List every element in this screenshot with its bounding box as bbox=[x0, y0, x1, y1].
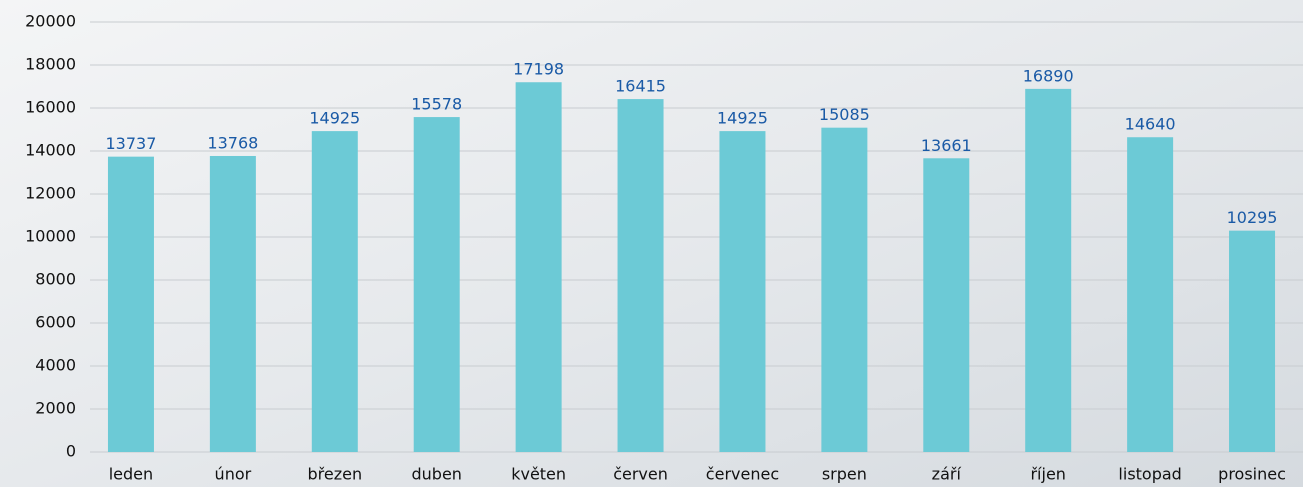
x-tick-label: duben bbox=[411, 465, 461, 484]
data-label: 14925 bbox=[717, 109, 768, 128]
bar bbox=[515, 82, 562, 453]
y-tick-label: 8000 bbox=[35, 270, 76, 289]
x-tick-label: únor bbox=[215, 465, 252, 484]
data-label: 15578 bbox=[411, 95, 462, 114]
y-tick-label: 16000 bbox=[25, 98, 76, 117]
x-tick-label: červen bbox=[613, 465, 668, 484]
x-tick-label: listopad bbox=[1118, 465, 1181, 484]
x-tick-label: říjen bbox=[1030, 465, 1065, 484]
bar bbox=[821, 127, 868, 453]
data-label: 10295 bbox=[1227, 208, 1278, 227]
data-label: 13768 bbox=[207, 133, 258, 152]
bar bbox=[209, 155, 256, 452]
y-tick-label: 10000 bbox=[25, 227, 76, 246]
x-tick-label: září bbox=[932, 465, 962, 484]
bar bbox=[107, 156, 154, 453]
y-tick-label: 4000 bbox=[35, 356, 76, 375]
bar bbox=[413, 117, 460, 452]
data-label: 16890 bbox=[1023, 66, 1074, 85]
data-label: 13661 bbox=[921, 136, 972, 155]
y-tick-label: 12000 bbox=[25, 184, 76, 203]
bar bbox=[1229, 230, 1276, 452]
y-tick-label: 2000 bbox=[35, 399, 76, 418]
y-tick-label: 6000 bbox=[35, 313, 76, 332]
y-tick-label: 0 bbox=[66, 442, 76, 461]
bar bbox=[617, 99, 664, 452]
data-label: 15085 bbox=[819, 105, 870, 124]
x-tick-label: srpen bbox=[822, 465, 867, 484]
data-label: 13737 bbox=[106, 134, 157, 153]
x-tick-label: leden bbox=[109, 465, 153, 484]
data-label: 17198 bbox=[513, 60, 564, 79]
data-label: 14640 bbox=[1125, 115, 1176, 134]
x-tick-label: červenec bbox=[706, 465, 779, 484]
x-tick-label: květen bbox=[511, 465, 566, 484]
y-tick-label: 14000 bbox=[25, 141, 76, 160]
x-tick-label: březen bbox=[307, 465, 362, 484]
bar bbox=[1127, 137, 1174, 453]
bar bbox=[923, 158, 970, 452]
bar bbox=[311, 131, 358, 453]
bar bbox=[1025, 88, 1072, 453]
bar bbox=[719, 131, 766, 453]
x-tick-label: prosinec bbox=[1218, 465, 1286, 484]
data-label: 16415 bbox=[615, 77, 666, 96]
data-label: 14925 bbox=[309, 109, 360, 128]
y-tick-label: 18000 bbox=[25, 55, 76, 74]
y-tick-label: 20000 bbox=[25, 12, 76, 31]
